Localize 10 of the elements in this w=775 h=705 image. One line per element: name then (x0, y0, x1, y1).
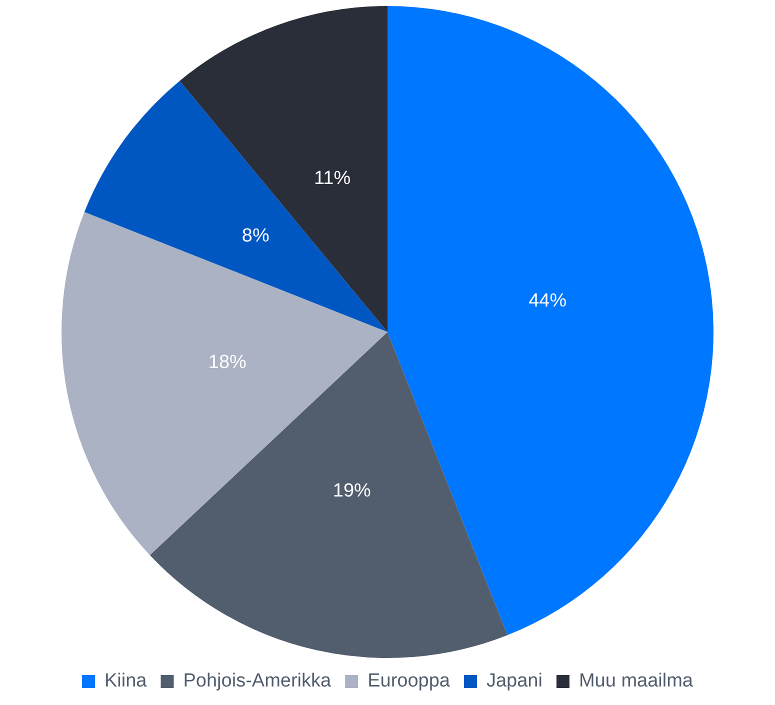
legend-label: Eurooppa (368, 670, 450, 692)
legend-label: Japani (486, 670, 542, 692)
legend-label: Muu maailma (578, 670, 694, 692)
data-label: 11% (314, 168, 351, 189)
legend-label: Kiina (104, 670, 148, 692)
data-label: 44% (528, 290, 567, 312)
legend-label: Pohjois-Amerikka (183, 670, 332, 692)
data-label: 18% (208, 352, 247, 373)
data-label: 19% (332, 480, 372, 502)
data-label: 8% (242, 225, 270, 246)
